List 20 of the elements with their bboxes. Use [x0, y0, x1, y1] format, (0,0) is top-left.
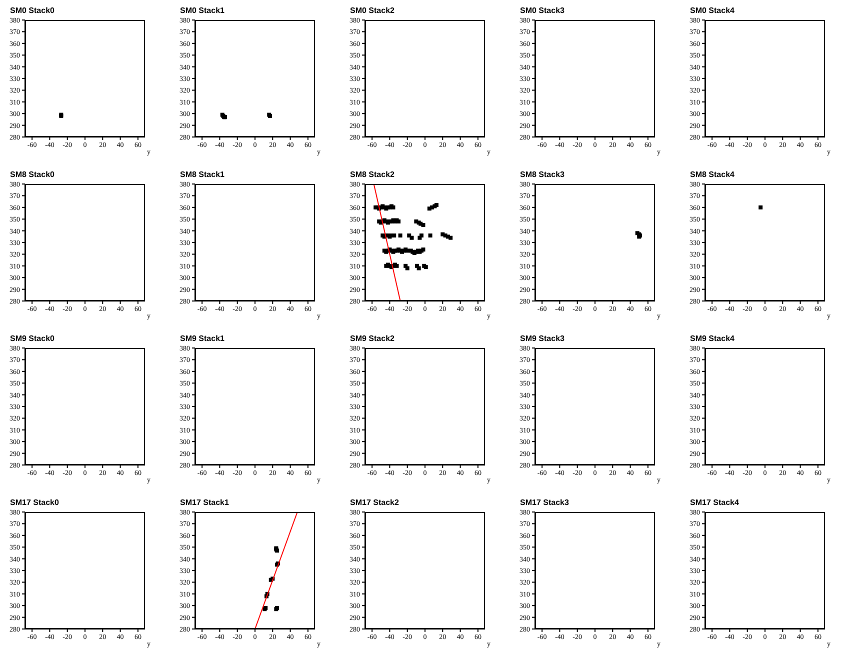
chart-title: SM9 Stack4: [690, 334, 734, 343]
chart-title: SM9 Stack0: [10, 334, 54, 343]
chart-title: SM17 Stack4: [690, 498, 739, 507]
chart-title: SM0 Stack2: [350, 6, 394, 15]
chart-title: SM8 Stack4: [690, 170, 734, 179]
chart-title: SM0 Stack3: [520, 6, 564, 15]
chart-title: SM0 Stack4: [690, 6, 734, 15]
chart-title: SM17 Stack2: [350, 498, 399, 507]
chart-title: SM0 Stack0: [10, 6, 54, 15]
chart-title: SM9 Stack3: [520, 334, 564, 343]
chart-title: SM9 Stack1: [180, 334, 224, 343]
chart-title: SM9 Stack2: [350, 334, 394, 343]
chart-title: SM17 Stack3: [520, 498, 569, 507]
chart-title: SM0 Stack1: [180, 6, 224, 15]
chart-title: SM8 Stack2: [350, 170, 394, 179]
chart-title: SM8 Stack0: [10, 170, 54, 179]
chart-title: SM17 Stack1: [180, 498, 229, 507]
chart-title: SM17 Stack0: [10, 498, 59, 507]
chart-title: SM8 Stack3: [520, 170, 564, 179]
chart-title: SM8 Stack1: [180, 170, 224, 179]
